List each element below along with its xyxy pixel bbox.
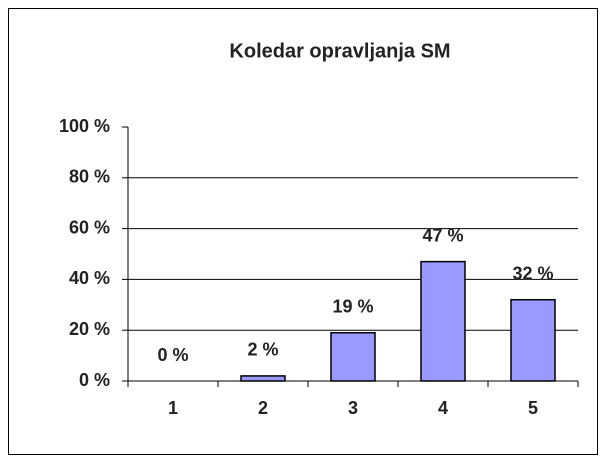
y-tick-label: 20 %: [69, 319, 110, 339]
y-tick-label: 60 %: [69, 217, 110, 237]
bar: [240, 375, 286, 382]
x-tick-label: 1: [168, 398, 178, 418]
data-label: 2 %: [247, 340, 278, 360]
y-tick-label: 0 %: [79, 370, 110, 390]
data-label: 47 %: [422, 225, 463, 245]
chart-title: Koledar opravljanja SM: [229, 40, 450, 62]
x-tick-label: 3: [348, 398, 358, 418]
bar: [510, 298, 556, 382]
x-tick-label: 2: [258, 398, 268, 418]
y-tick-label: 40 %: [69, 268, 110, 288]
data-label: 0 %: [157, 345, 188, 365]
y-tick-label: 100 %: [59, 116, 110, 136]
x-tick-label: 5: [528, 398, 538, 418]
bar: [330, 331, 376, 382]
bar: [420, 260, 466, 382]
chart-border: [8, 8, 598, 455]
x-tick-label: 4: [438, 398, 448, 418]
data-label: 19 %: [332, 296, 373, 316]
data-label: 32 %: [512, 263, 553, 283]
y-tick-label: 80 %: [69, 167, 110, 187]
